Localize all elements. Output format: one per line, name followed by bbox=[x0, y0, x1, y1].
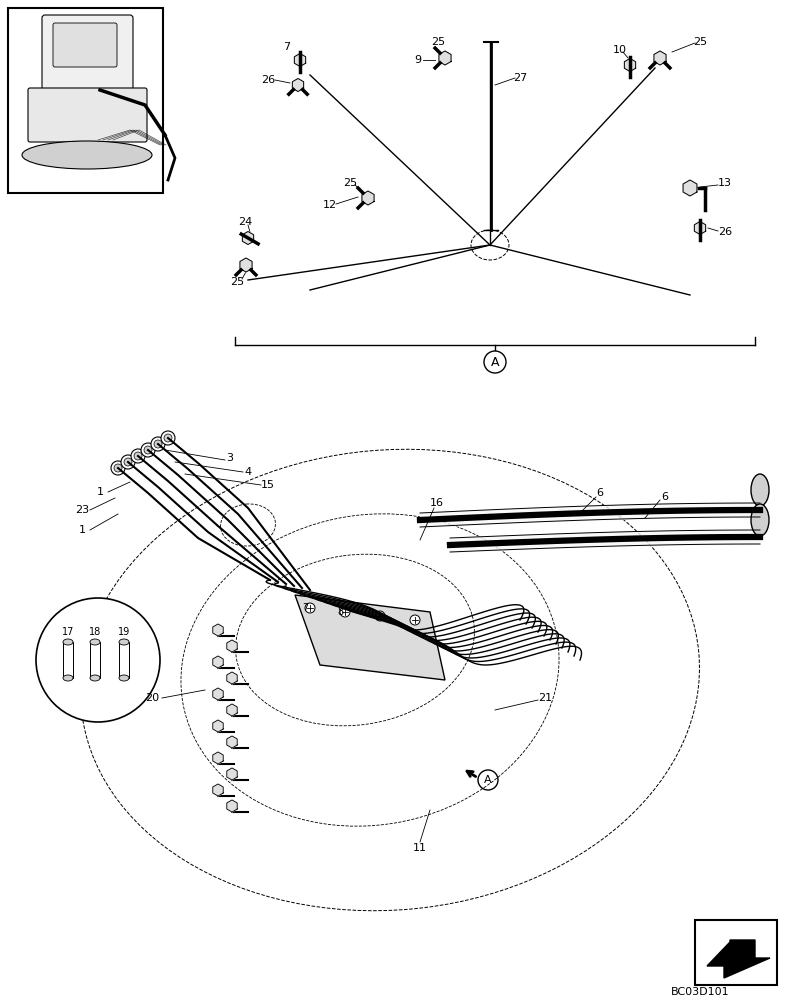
Polygon shape bbox=[213, 784, 223, 796]
Polygon shape bbox=[213, 624, 223, 636]
Text: 25: 25 bbox=[230, 277, 244, 287]
Bar bbox=[8, 8, 163, 193]
Text: 11: 11 bbox=[413, 843, 427, 853]
Bar bbox=[63, 642, 73, 678]
Polygon shape bbox=[227, 704, 237, 716]
Text: 7: 7 bbox=[302, 603, 308, 613]
Circle shape bbox=[410, 615, 420, 625]
Text: 7: 7 bbox=[284, 42, 291, 52]
Text: 16: 16 bbox=[430, 498, 444, 508]
Ellipse shape bbox=[63, 639, 73, 645]
Text: 13: 13 bbox=[718, 178, 732, 188]
Ellipse shape bbox=[63, 675, 73, 681]
Polygon shape bbox=[439, 51, 451, 65]
Text: 26: 26 bbox=[718, 227, 732, 237]
Circle shape bbox=[141, 443, 155, 457]
Ellipse shape bbox=[22, 141, 152, 169]
Text: 19: 19 bbox=[118, 627, 130, 637]
Circle shape bbox=[121, 455, 135, 469]
Text: 15: 15 bbox=[261, 480, 275, 490]
Polygon shape bbox=[295, 53, 306, 66]
Polygon shape bbox=[213, 720, 223, 732]
Text: 21: 21 bbox=[538, 693, 552, 703]
Bar bbox=[119, 642, 129, 678]
Text: 25: 25 bbox=[343, 178, 357, 188]
Text: 27: 27 bbox=[513, 73, 527, 83]
Text: 18: 18 bbox=[89, 627, 101, 637]
Circle shape bbox=[375, 611, 385, 621]
Text: A: A bbox=[491, 356, 499, 368]
FancyBboxPatch shape bbox=[53, 23, 117, 67]
Ellipse shape bbox=[119, 639, 129, 645]
Ellipse shape bbox=[119, 675, 129, 681]
Ellipse shape bbox=[751, 504, 769, 536]
Text: 1: 1 bbox=[78, 525, 86, 535]
Circle shape bbox=[131, 449, 145, 463]
Text: 23: 23 bbox=[75, 505, 89, 515]
Ellipse shape bbox=[90, 639, 100, 645]
Text: 1: 1 bbox=[97, 487, 104, 497]
Text: 10: 10 bbox=[613, 45, 627, 55]
Polygon shape bbox=[227, 800, 237, 812]
Polygon shape bbox=[707, 940, 770, 978]
Polygon shape bbox=[213, 752, 223, 764]
Circle shape bbox=[154, 440, 162, 448]
Text: 20: 20 bbox=[145, 693, 159, 703]
Polygon shape bbox=[362, 191, 374, 205]
Text: 3: 3 bbox=[227, 453, 234, 463]
FancyBboxPatch shape bbox=[42, 15, 133, 91]
Circle shape bbox=[144, 446, 152, 454]
Polygon shape bbox=[227, 640, 237, 652]
Circle shape bbox=[161, 431, 175, 445]
Circle shape bbox=[164, 434, 172, 442]
Text: 9: 9 bbox=[414, 55, 421, 65]
Text: 17: 17 bbox=[62, 627, 74, 637]
Bar bbox=[695, 920, 777, 985]
Text: 8: 8 bbox=[337, 607, 343, 617]
Circle shape bbox=[124, 458, 132, 466]
Polygon shape bbox=[683, 180, 697, 196]
Circle shape bbox=[111, 461, 125, 475]
Polygon shape bbox=[213, 656, 223, 668]
Circle shape bbox=[36, 598, 160, 722]
Polygon shape bbox=[654, 51, 666, 65]
Polygon shape bbox=[227, 768, 237, 780]
Circle shape bbox=[340, 607, 350, 617]
Polygon shape bbox=[227, 736, 237, 748]
Polygon shape bbox=[292, 79, 303, 92]
Circle shape bbox=[134, 452, 142, 460]
Circle shape bbox=[151, 437, 165, 451]
Polygon shape bbox=[213, 688, 223, 700]
Ellipse shape bbox=[90, 675, 100, 681]
Polygon shape bbox=[695, 222, 706, 234]
Text: 4: 4 bbox=[245, 467, 252, 477]
Polygon shape bbox=[227, 672, 237, 684]
Text: 25: 25 bbox=[431, 37, 445, 47]
Polygon shape bbox=[624, 58, 636, 72]
Bar bbox=[90, 642, 100, 678]
Polygon shape bbox=[295, 595, 445, 680]
FancyBboxPatch shape bbox=[28, 88, 147, 142]
Text: 26: 26 bbox=[261, 75, 275, 85]
Ellipse shape bbox=[751, 474, 769, 506]
Circle shape bbox=[114, 464, 122, 472]
Polygon shape bbox=[240, 258, 252, 272]
Text: BC03D101: BC03D101 bbox=[671, 987, 729, 997]
Text: A: A bbox=[484, 775, 492, 785]
Circle shape bbox=[305, 603, 315, 613]
Text: 6: 6 bbox=[596, 488, 604, 498]
Text: 12: 12 bbox=[323, 200, 337, 210]
Text: 25: 25 bbox=[693, 37, 707, 47]
Text: 6: 6 bbox=[661, 492, 668, 502]
Polygon shape bbox=[242, 232, 253, 244]
Text: 24: 24 bbox=[238, 217, 252, 227]
